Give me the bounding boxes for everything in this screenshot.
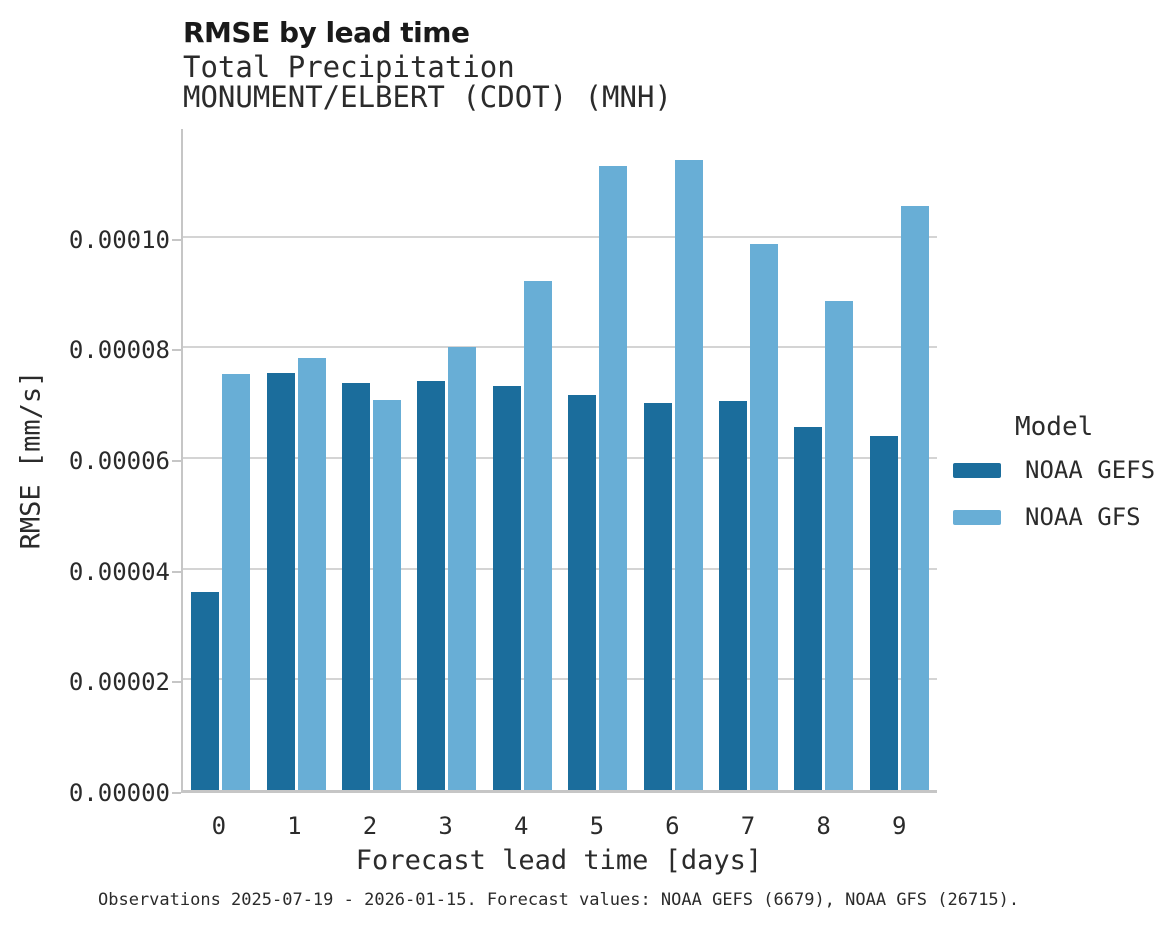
chart-title: RMSE by lead time xyxy=(183,16,470,49)
x-tick-label: 1 xyxy=(287,812,302,840)
bar-noaa-gefs-lead-7 xyxy=(719,401,748,790)
bar-noaa-gefs-lead-5 xyxy=(568,395,597,790)
y-tick-label: 0.00006 xyxy=(68,447,170,475)
bar-noaa-gefs-lead-1 xyxy=(266,373,295,790)
bar-noaa-gfs-lead-5 xyxy=(599,165,628,790)
x-tick-label: 8 xyxy=(816,812,831,840)
x-tick-label: 9 xyxy=(891,812,907,840)
chart-subtitle-variable: Total Precipitation xyxy=(183,50,515,84)
bar-group-lead-6 xyxy=(635,129,710,790)
y-tick-mark xyxy=(172,570,181,573)
x-tick-label: 6 xyxy=(665,812,680,840)
y-tick-mark xyxy=(172,792,181,794)
bars-layer xyxy=(183,129,937,790)
gridline xyxy=(183,678,937,681)
gridline xyxy=(183,567,937,570)
y-tick-label: 0.00000 xyxy=(68,779,170,807)
bar-group-lead-2 xyxy=(334,129,409,790)
bar-noaa-gfs-lead-3 xyxy=(448,347,477,790)
bar-group-lead-1 xyxy=(258,129,333,790)
bar-noaa-gefs-lead-3 xyxy=(417,380,446,790)
x-axis-title: Forecast lead time [days] xyxy=(355,845,763,876)
x-tick-label: 7 xyxy=(740,812,756,840)
bar-group-lead-7 xyxy=(711,129,786,790)
gridline xyxy=(183,457,937,459)
bar-group-lead-5 xyxy=(560,129,635,790)
footer-caption: Observations 2025-07-19 - 2026-01-15. Fo… xyxy=(98,890,1020,910)
x-tick-label: 0 xyxy=(211,812,227,840)
bar-group-lead-4 xyxy=(485,129,560,790)
y-tick-mark xyxy=(172,460,181,462)
x-tick-label: 4 xyxy=(513,812,529,840)
legend-title: Model xyxy=(1015,412,1094,442)
bar-noaa-gefs-lead-0 xyxy=(191,592,220,790)
bar-noaa-gefs-lead-6 xyxy=(643,403,672,790)
legend-items: NOAA GEFS NOAA GFS xyxy=(953,456,1168,531)
y-tick-mark xyxy=(172,681,181,684)
legend: Model NOAA GEFS NOAA GFS xyxy=(953,412,1168,550)
y-tick-mark xyxy=(172,349,181,352)
bar-group-lead-9 xyxy=(862,129,937,790)
y-tick-label: 0.00002 xyxy=(68,668,170,697)
x-tick-label: 5 xyxy=(589,812,605,840)
plot-area xyxy=(181,129,937,793)
y-tick-label: 0.00008 xyxy=(68,336,170,365)
legend-item-noaa-gfs: NOAA GFS xyxy=(953,503,1168,531)
bar-noaa-gfs-lead-8 xyxy=(825,301,854,790)
legend-label-noaa-gefs: NOAA GEFS xyxy=(1025,456,1156,484)
bar-noaa-gfs-lead-1 xyxy=(297,357,326,790)
bar-noaa-gfs-lead-0 xyxy=(222,374,251,790)
legend-swatch-noaa-gefs xyxy=(953,462,1001,478)
legend-label-noaa-gfs: NOAA GFS xyxy=(1025,503,1141,531)
bar-noaa-gfs-lead-9 xyxy=(900,206,929,790)
gridline xyxy=(183,235,937,238)
bar-group-lead-8 xyxy=(786,129,861,790)
legend-item-noaa-gefs: NOAA GEFS xyxy=(953,456,1168,484)
legend-swatch-noaa-gfs xyxy=(953,509,1001,525)
bar-noaa-gefs-lead-9 xyxy=(869,436,898,790)
bar-noaa-gfs-lead-2 xyxy=(373,400,402,790)
y-tick-label: 0.00004 xyxy=(68,557,170,586)
bar-noaa-gefs-lead-4 xyxy=(492,385,521,790)
y-tick-mark xyxy=(172,238,181,241)
bar-noaa-gfs-lead-4 xyxy=(523,280,552,790)
bar-noaa-gefs-lead-2 xyxy=(342,383,371,790)
bar-group-lead-0 xyxy=(183,129,258,790)
bar-noaa-gefs-lead-8 xyxy=(794,427,823,790)
gridline xyxy=(183,346,937,349)
x-tick-label: 3 xyxy=(438,812,453,840)
y-tick-label: 0.00010 xyxy=(68,225,170,254)
bar-noaa-gfs-lead-6 xyxy=(674,160,703,790)
bar-noaa-gfs-lead-7 xyxy=(750,243,779,790)
bar-group-lead-3 xyxy=(409,129,484,790)
x-tick-label: 2 xyxy=(362,812,378,840)
chart-subtitle-station: MONUMENT/ELBERT (CDOT) (MNH) xyxy=(183,80,672,114)
